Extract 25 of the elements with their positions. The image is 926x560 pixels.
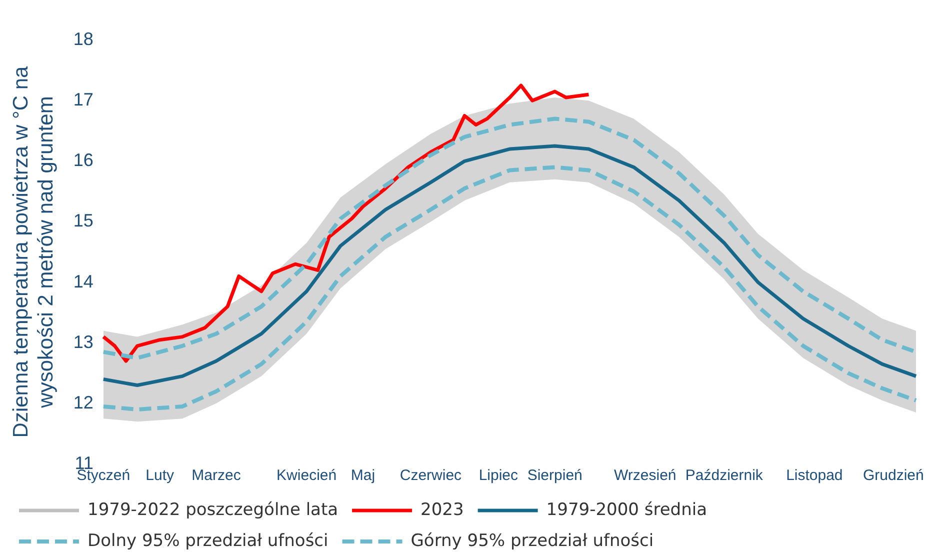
legend-label: 1979-2000 średnia [546, 500, 708, 520]
legend-label: 2023 [420, 500, 464, 520]
legend-label: Górny 95% przedział ufności [410, 530, 654, 551]
x-tick-label: Maj [350, 467, 376, 484]
x-tick-label: Sierpień [527, 467, 582, 484]
x-tick-label: Grudzień [862, 467, 924, 484]
x-tick-label: Październik [685, 467, 764, 484]
line-series [101, 165, 918, 412]
y-tick-label: 17 [73, 90, 94, 110]
legend-label: Dolny 95% przedział ufności [88, 530, 328, 551]
y-tick-label: 14 [73, 271, 94, 292]
x-tick-label: Marzec [192, 467, 242, 484]
y-tick-label: 16 [73, 150, 94, 170]
y-axis-title: Dzienna temperatura powietrza w °C na wysokości 2 metrów nad gruntem [9, 66, 58, 438]
legend-label: 1979-2022 poszczególne lata [88, 500, 338, 520]
x-tick-label: Wrzesień [614, 467, 676, 484]
x-tick-label: Czerwiec [400, 467, 462, 484]
y-tick-label: 12 [73, 392, 94, 412]
x-tick-label: Luty [146, 467, 175, 484]
y-tick-label: 15 [73, 210, 94, 231]
x-tick-label: Listopad [786, 467, 843, 484]
x-tick-label: Lipiec [478, 467, 519, 484]
x-tick-label: Kwiecień [276, 467, 337, 484]
y-tick-label: 18 [73, 28, 94, 49]
y-tick-label: 13 [73, 332, 94, 352]
